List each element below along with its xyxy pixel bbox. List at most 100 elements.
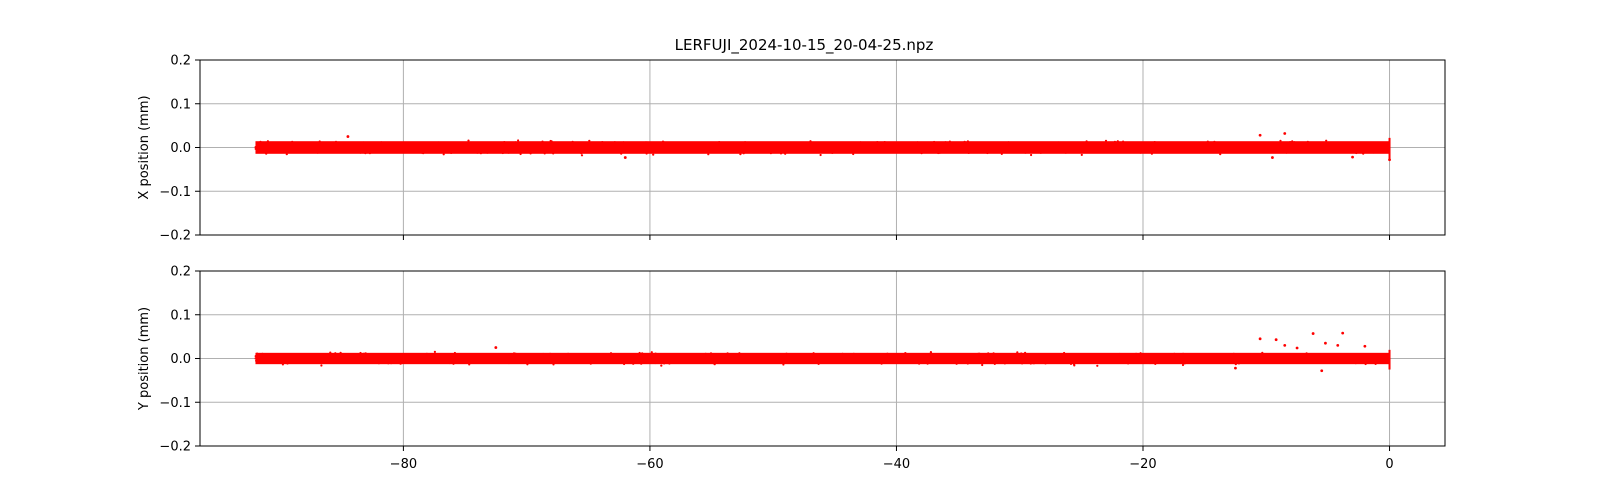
data-point [693, 358, 697, 361]
data-point [606, 148, 609, 151]
data-point [788, 151, 791, 154]
data-point [343, 357, 346, 360]
data-point [881, 145, 884, 148]
data-point [562, 146, 565, 149]
data-point [1268, 147, 1271, 150]
data-point [879, 358, 882, 362]
data-point [1367, 148, 1370, 151]
data-point [307, 145, 310, 149]
data-point [992, 359, 995, 362]
data-point [437, 141, 440, 144]
data-point [916, 360, 919, 363]
data-point [1375, 146, 1378, 149]
data-point [893, 359, 896, 362]
data-point [763, 145, 767, 148]
data-point [1106, 146, 1109, 149]
data-point [775, 145, 778, 148]
data-point [1137, 358, 1140, 361]
data-point [507, 150, 510, 153]
data-point [710, 148, 713, 151]
data-point [1319, 355, 1322, 358]
data-point [667, 355, 670, 358]
data-point [825, 359, 828, 362]
data-point [312, 353, 315, 357]
data-point [1257, 148, 1260, 151]
data-point [474, 149, 477, 152]
data-point [610, 354, 613, 357]
data-point [1310, 148, 1313, 151]
data-point [411, 148, 414, 151]
data-point [782, 363, 785, 366]
data-point [449, 361, 453, 364]
data-point [274, 355, 277, 358]
data-point [537, 147, 540, 150]
data-point [994, 359, 997, 362]
data-point [1101, 149, 1104, 153]
data-point [920, 353, 923, 356]
data-point [1241, 354, 1244, 357]
data-point [940, 358, 943, 361]
data-point [1298, 145, 1301, 148]
data-point [529, 361, 532, 364]
data-point [501, 359, 504, 362]
outlier-point [1320, 369, 1324, 373]
data-point [1183, 355, 1186, 358]
data-point [904, 352, 908, 355]
data-point [773, 357, 776, 360]
data-point [1171, 146, 1175, 149]
data-point [869, 361, 872, 364]
data-point [906, 147, 910, 150]
data-point [730, 148, 734, 151]
data-point [824, 149, 827, 152]
data-point [669, 355, 672, 358]
data-point [634, 353, 637, 356]
data-point [571, 140, 574, 143]
data-point [1143, 360, 1146, 364]
data-point [745, 143, 749, 146]
data-point [494, 148, 497, 151]
data-point [1180, 359, 1184, 362]
data-point [451, 151, 455, 154]
data-point [257, 355, 261, 358]
data-point [1080, 153, 1083, 156]
data-point [577, 143, 581, 147]
data-point [631, 357, 634, 360]
x-tick-label: −20 [1129, 457, 1156, 472]
data-point [534, 356, 537, 359]
data-point [1309, 145, 1312, 148]
data-point [812, 352, 815, 355]
outlier-point [494, 346, 498, 349]
data-point [603, 146, 606, 149]
data-point [1350, 144, 1353, 147]
data-point [732, 355, 735, 358]
data-point [1297, 357, 1300, 360]
data-point [565, 142, 569, 145]
data-point [1240, 356, 1243, 359]
data-point [741, 359, 745, 362]
data-point [439, 360, 442, 363]
data-point [1284, 146, 1288, 149]
data-point [1319, 151, 1322, 154]
data-point [1311, 354, 1314, 357]
data-point [504, 357, 507, 360]
data-point [316, 356, 319, 359]
data-point [1213, 140, 1216, 143]
data-point [626, 358, 630, 361]
data-point [325, 150, 328, 153]
data-point [660, 357, 663, 360]
data-point [620, 144, 623, 148]
data-point [933, 145, 936, 148]
data-point [1324, 144, 1327, 147]
data-point [454, 359, 457, 362]
data-point [564, 360, 567, 363]
data-point [997, 146, 1000, 149]
data-point [442, 357, 445, 360]
data-point [742, 152, 745, 155]
data-point [1110, 359, 1113, 363]
data-point [1195, 359, 1198, 362]
data-point [1349, 356, 1353, 359]
data-point [1360, 148, 1363, 152]
data-point [420, 143, 423, 146]
data-point [1219, 153, 1222, 156]
data-point [478, 359, 481, 362]
